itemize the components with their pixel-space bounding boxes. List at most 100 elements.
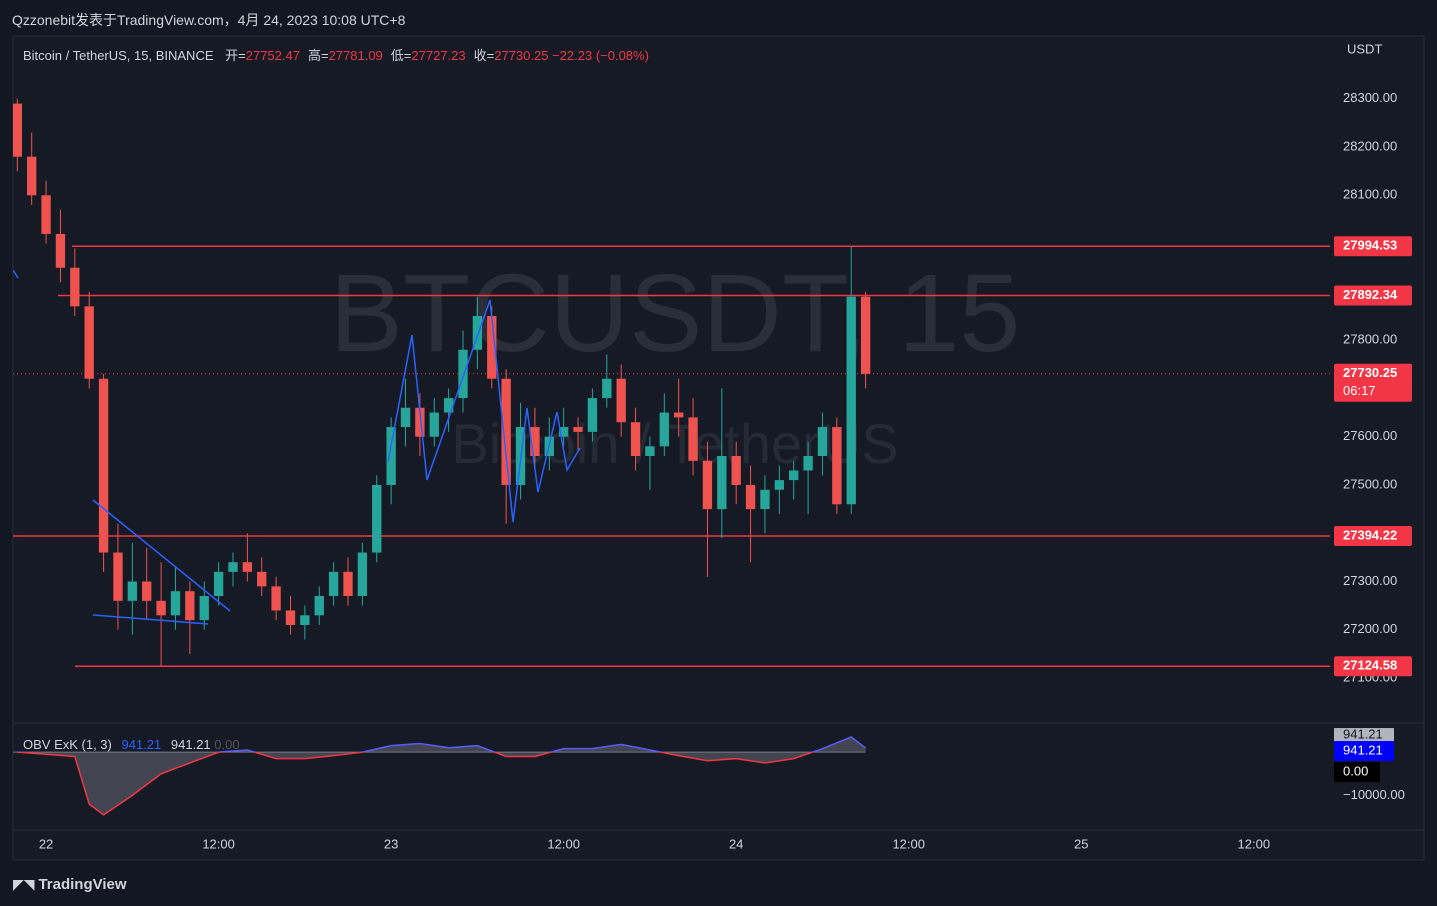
candle-body [27,156,37,196]
candle-body [13,103,22,157]
level-label: 27124.58 [1343,658,1397,673]
ohlc-value: 27781.09 [328,48,383,63]
obv-area [17,736,866,815]
countdown: 06:17 [1343,383,1376,398]
candle-body [314,596,324,616]
candle-body [501,378,511,485]
candle-body [55,233,66,268]
legend: Bitcoin / TetherUS, 15, BINANCE 开=27752.… [23,45,649,64]
level-label-box [1334,285,1412,306]
trend-line [13,269,19,279]
candle-body [860,296,871,374]
candle-body [271,586,281,611]
candle-body [400,407,411,428]
price-label-box [1334,363,1412,402]
candle-body [558,427,569,437]
level-label: 27394.22 [1343,527,1397,542]
x-tick-label: 12:00 [202,836,235,851]
candle-body [573,427,583,432]
ohlc: 开=27752.47 高=27781.09 低=27727.23 收=27730.25 [217,48,548,63]
brand: TradingView [38,876,127,893]
ohlc-label: 收= [473,48,495,63]
level-label-box [1334,236,1412,257]
level-label-box [1334,526,1412,547]
candle-body [386,427,396,485]
legend-title: Bitcoin / TetherUS, 15, BINANCE [23,48,214,63]
signal-label-box [1334,762,1380,783]
candle-body [429,412,439,437]
obv-label: 941.21 [1343,742,1383,757]
level-label-box [1334,656,1412,677]
ohlc-value: 27752.47 [245,48,300,63]
candle-body [803,456,813,471]
candle-body [832,427,842,505]
candle-body [472,316,483,350]
candle-body [98,378,109,553]
x-tick-label: 22 [39,836,53,851]
y-unit: USDT [1347,41,1382,56]
candle-body [185,591,195,621]
candle-body [774,480,785,490]
footer-brand: ◤◥ TradingView [13,876,127,893]
candle-body [372,484,382,553]
obv-label-box [1334,741,1394,762]
x-tick-label: 24 [729,836,743,851]
trend-line [92,614,209,625]
candle-body [113,552,123,601]
candle-body [213,571,224,596]
candle-body [156,600,166,616]
candle-body [41,195,51,234]
ohlc-label: 开= [225,48,246,63]
header: Qzzonebit发表于TradingView.com，4月 24, 2023 … [12,12,406,28]
obv-value: 941.21 [121,737,162,752]
ohlc-label: 高= [307,48,329,63]
signal-label: 0.00 [1343,763,1368,778]
candle-body [817,427,828,456]
y-tick-label: 28200.00 [1343,138,1397,153]
candle-body [487,316,497,379]
candle-body [659,412,669,447]
y-tick-label: 27300.00 [1343,573,1397,588]
obv-legend: OBV ExK (1, 3) 941.21 941.21 0.00 [23,737,240,752]
level-label: 27994.53 [1343,238,1397,253]
obv-title: OBV ExK (1, 3) [23,737,112,752]
y-tick-label: 27500.00 [1343,476,1397,491]
candle-body [789,470,799,481]
candle-body [328,571,339,596]
candle-body [846,296,856,505]
candle-body [127,581,138,601]
candle-body [674,412,684,418]
change: −22.23 (−0.08%) [552,48,649,63]
candle-body [745,484,756,510]
candle-body [170,591,181,616]
obv-label: 941.21 [1343,726,1383,741]
obv-signal: 0.00 [214,737,240,752]
price-label: 27730.25 [1343,365,1397,380]
obv-value: 941.21 [170,737,211,752]
level-label: 27892.34 [1343,287,1398,302]
candle-body [70,267,80,307]
candle-body [717,456,727,510]
y-tick-label: 28100.00 [1343,187,1397,202]
candle-body [458,349,468,399]
candle-body [84,306,94,379]
x-tick-label: 12:00 [1238,836,1271,851]
candle-body [760,489,770,510]
drawing-tools [13,269,581,625]
zigzag [387,299,581,523]
candle-body [415,407,425,437]
candle-body [257,571,267,587]
x-tick-label: 12:00 [892,836,925,851]
candle-body [645,446,655,456]
candle-body [300,615,310,625]
candle-body [357,552,368,596]
candle-body [242,562,253,572]
y-tick-label: 27800.00 [1343,332,1397,347]
ohlc-label: 低= [390,48,412,63]
y-tick-label: 27200.00 [1343,621,1397,636]
y-tick-label: 27600.00 [1343,428,1397,443]
candle-body [731,456,741,485]
candle-body [616,378,626,423]
